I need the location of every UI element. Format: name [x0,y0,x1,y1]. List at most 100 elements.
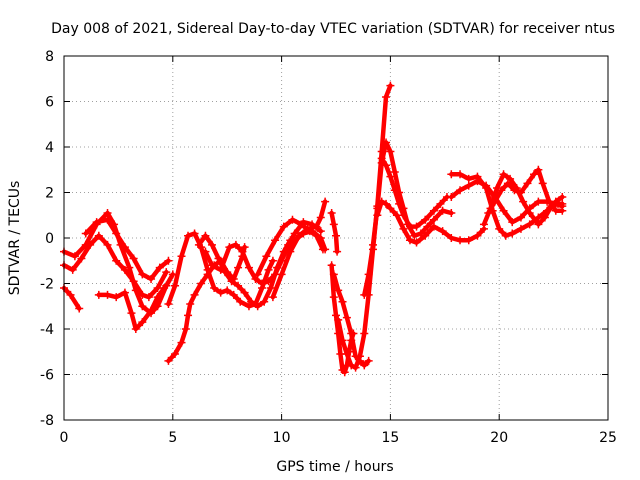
x-tick-label: 20 [490,430,508,446]
data-point-marker [203,265,212,274]
data-point-marker [382,92,391,101]
y-tick-label: 6 [45,95,54,111]
data-point-marker [438,227,447,236]
data-point-marker [534,197,543,206]
series-track-12 [273,227,330,272]
data-point-marker [334,315,343,324]
data-point-marker [129,254,138,263]
data-point-marker [340,368,349,377]
data-point-marker [144,293,153,302]
data-point-marker [545,197,554,206]
series-line [375,199,487,245]
data-point-marker [264,265,273,274]
data-point-marker [223,286,232,295]
data-point-marker [519,197,528,206]
data-point-marker [447,208,456,217]
data-point-marker [456,236,465,245]
series-track-7 [164,229,277,311]
data-point-marker [288,215,297,224]
data-point-marker [81,229,90,238]
data-point-marker [327,208,336,217]
data-point-marker [351,363,360,372]
data-point-marker [360,290,369,299]
data-point-marker [327,261,336,270]
data-point-marker [264,277,273,286]
data-point-marker [299,229,308,238]
data-point-marker [456,186,465,195]
data-point-marker [399,211,408,220]
data-point-marker [225,243,234,252]
data-point-marker [464,236,473,245]
data-point-marker [197,279,206,288]
data-point-marker [329,293,338,302]
data-point-marker [506,174,515,183]
data-point-marker [268,256,277,265]
data-point-marker [386,81,395,90]
data-point-marker [231,240,240,249]
series-line [270,199,328,300]
data-point-marker [112,256,121,265]
data-point-marker [538,179,547,188]
data-point-marker [558,199,567,208]
data-point-marker [497,186,506,195]
data-point-marker [201,247,210,256]
data-point-marker [329,220,338,229]
y-tick-label: 8 [45,49,54,65]
data-point-marker [436,199,445,208]
data-point-marker [347,329,356,338]
series-line [335,83,393,370]
data-point-marker [525,208,534,217]
data-point-marker [386,147,395,156]
series-track-23 [484,165,567,217]
data-point-marker [253,302,262,311]
data-point-marker [342,350,351,359]
data-point-marker [410,231,419,240]
series-line [61,233,169,300]
data-point-marker [534,165,543,174]
data-point-marker [279,222,288,231]
data-point-marker [510,186,519,195]
data-point-marker [368,240,377,249]
data-point-marker [399,224,408,233]
data-series [60,81,567,377]
data-point-marker [447,234,456,242]
data-point-marker [412,222,421,231]
data-point-marker [112,229,121,238]
data-point-marker [262,252,271,261]
x-tick-label: 25 [599,430,617,446]
series-line [329,210,340,254]
data-point-marker [120,243,129,252]
data-point-marker [94,290,103,299]
series-track-1 [60,284,84,313]
data-point-marker [92,218,101,227]
data-point-marker [312,222,321,231]
tick-labels: 0 5 10 15 20 25 -8 -6 -4 -2 0 2 4 6 8 [40,49,617,446]
data-point-marker [473,231,482,240]
series-track-5 [94,284,169,333]
data-point-marker [129,277,138,286]
series-track-3 [60,231,171,302]
data-point-marker [94,231,103,240]
data-point-marker [244,263,253,272]
data-point-marker [308,227,317,236]
data-point-marker [207,261,216,270]
series-track-13 [327,208,342,256]
series-track-21 [447,170,567,240]
data-point-marker [216,265,225,274]
data-point-marker [360,329,369,338]
data-point-marker [382,161,391,170]
data-point-marker [395,199,404,208]
data-point-marker [332,311,340,320]
data-point-marker [499,170,508,179]
data-point-marker [147,274,156,283]
data-point-marker [170,350,179,359]
data-point-marker [540,213,549,222]
data-point-marker [321,197,330,206]
data-point-marker [534,220,543,229]
data-point-marker [503,179,512,188]
data-point-marker [164,256,173,265]
data-point-marker [321,245,330,254]
data-point-marker [508,229,517,238]
data-point-marker [479,220,488,229]
chart-title: Day 008 of 2021, Sidereal Day-to-day VTE… [51,21,615,37]
